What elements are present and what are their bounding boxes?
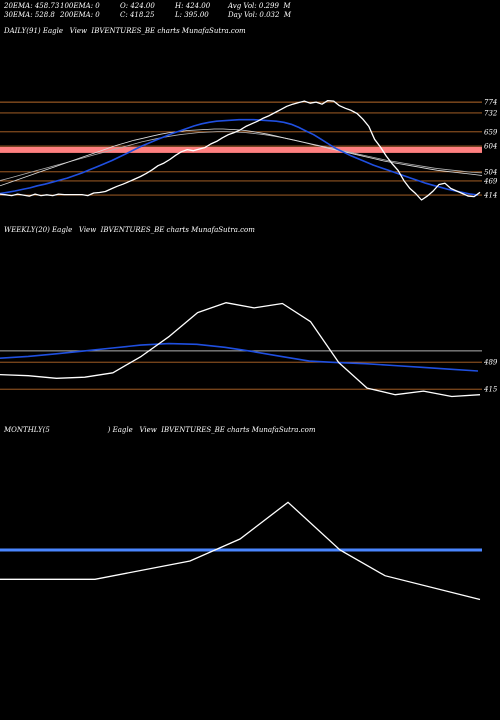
daily-level-label: 604: [484, 143, 497, 151]
daily-chart-title: DAILY(91) Eagle View IBVENTURES_BE chart…: [4, 27, 246, 35]
monthly-ema-band: [0, 548, 482, 552]
monthly-chart: [0, 501, 482, 601]
ema100-readout: 100EMA: 0: [60, 2, 100, 10]
monthly-chart-title: MONTHLY(5 ) Eagle View IBVENTURES_BE cha…: [4, 426, 316, 434]
weekly-ema-blue-line: [0, 342, 479, 372]
daily-level-label: 659: [484, 128, 498, 136]
weekly-chart-title: WEEKLY(20) Eagle View IBVENTURES_BE char…: [4, 226, 255, 234]
weekly-price-line: [0, 302, 481, 398]
ema30-readout: 30EMA: 528.8: [4, 11, 55, 19]
daily-level-label: 732: [484, 109, 498, 117]
ema200-readout: 200EMA: 0: [60, 11, 100, 19]
daily-level-label: 774: [484, 99, 497, 107]
day-vol-readout: Day Vol: 0.032 M: [228, 11, 292, 19]
daily-ema-blue-line: [0, 118, 479, 196]
daily-level-label: 469: [483, 177, 498, 185]
high-readout: H: 424.00: [175, 2, 211, 10]
avg-vol-readout: Avg Vol: 0.299 M: [228, 2, 291, 10]
close-readout: C: 418.25: [120, 11, 155, 19]
daily-level-label: 414: [483, 192, 497, 200]
weekly-level-label: 489: [483, 359, 498, 367]
weekly-chart: 489 415: [0, 302, 498, 398]
weekly-level-label: 415: [483, 386, 498, 394]
daily-support-band: [0, 146, 482, 153]
low-readout: L: 395.00: [175, 11, 209, 19]
daily-ema-gray-line: [0, 131, 483, 181]
ema20-readout: 20EMA: 458.73: [4, 2, 60, 10]
daily-level-label: 504: [484, 168, 497, 176]
open-readout: O: 424.00: [120, 2, 155, 10]
monthly-price-line: [0, 501, 481, 601]
daily-price-line: [0, 99, 481, 201]
